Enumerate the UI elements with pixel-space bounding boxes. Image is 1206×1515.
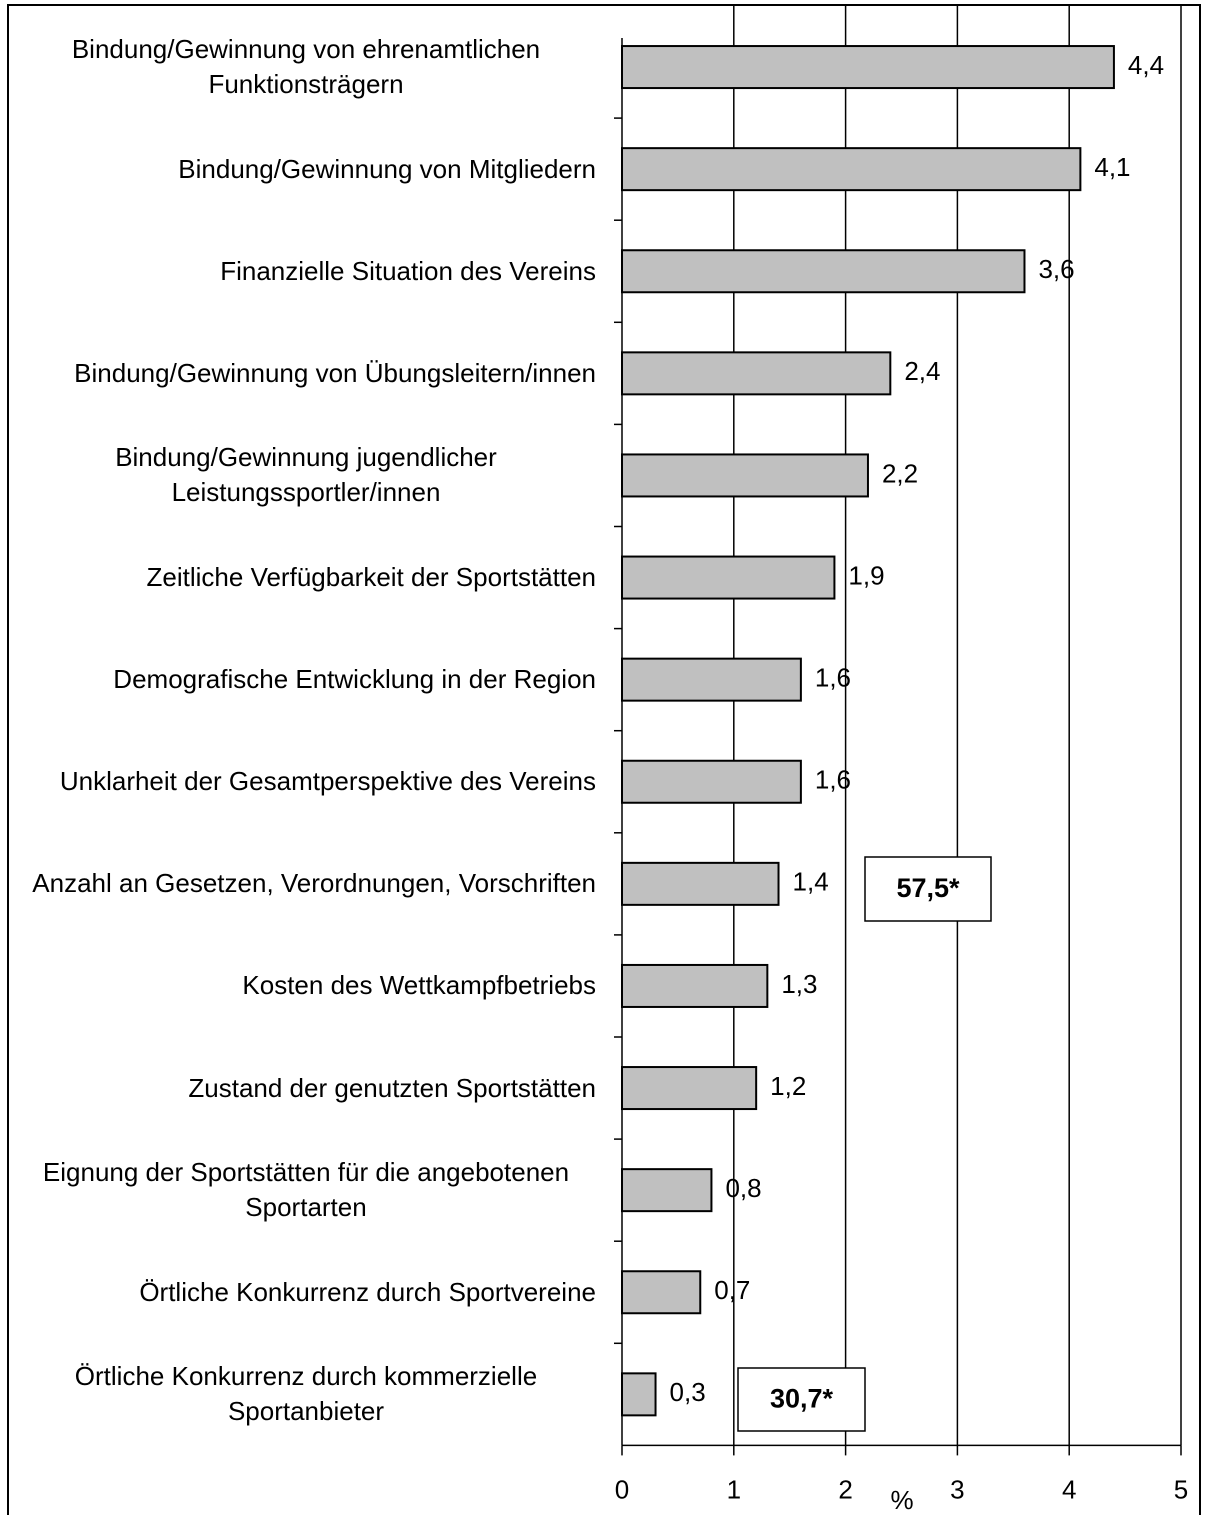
category-label: Kosten des Wettkampfbetriebs bbox=[0, 936, 596, 1036]
x-tick-label: 2 bbox=[838, 1474, 852, 1504]
data-label: 0,3 bbox=[670, 1377, 706, 1407]
category-label: Örtliche Konkurrenz durch kommerzielle S… bbox=[0, 1344, 596, 1444]
x-tick-label: 0 bbox=[615, 1474, 629, 1504]
category-text: Finanzielle Situation des Vereins bbox=[220, 255, 596, 286]
data-label: 0,8 bbox=[725, 1173, 761, 1203]
data-label: 1,4 bbox=[793, 867, 829, 897]
annotation: 30,7* bbox=[770, 1384, 834, 1414]
data-label: 1,6 bbox=[815, 663, 851, 693]
bar bbox=[621, 45, 1115, 90]
data-label: 2,4 bbox=[904, 356, 940, 386]
annotation-box bbox=[737, 1367, 866, 1432]
bar bbox=[621, 1270, 702, 1315]
data-label: 4,1 bbox=[1094, 152, 1130, 182]
bar bbox=[621, 147, 1082, 192]
category-text: Bindung/Gewinnung von ehrenamtlichen Fun… bbox=[71, 34, 541, 100]
category-label: Anzahl an Gesetzen, Verordnungen, Vorsch… bbox=[0, 834, 596, 934]
category-label: Zustand der genutzten Sportstätten bbox=[0, 1038, 596, 1138]
data-label: 4,4 bbox=[1128, 50, 1164, 80]
category-label: Bindung/Gewinnung von Übungsleitern/inne… bbox=[0, 323, 596, 423]
bar bbox=[621, 453, 869, 498]
bar bbox=[621, 1168, 713, 1213]
category-text: Demografische Entwicklung in der Region bbox=[113, 664, 596, 695]
bar bbox=[621, 1372, 657, 1417]
bar bbox=[621, 351, 892, 396]
category-text: Zustand der genutzten Sportstätten bbox=[188, 1072, 596, 1103]
annotation: 57,5* bbox=[896, 873, 960, 903]
category-label: Finanzielle Situation des Vereins bbox=[0, 221, 596, 321]
category-text: Örtliche Konkurrenz durch kommerzielle S… bbox=[74, 1361, 538, 1427]
data-label: 0,7 bbox=[714, 1275, 750, 1305]
x-tick-label: 1 bbox=[727, 1474, 741, 1504]
category-text: Anzahl an Gesetzen, Verordnungen, Vorsch… bbox=[32, 868, 596, 899]
category-text: Eignung der Sportstätten für die angebot… bbox=[42, 1157, 570, 1223]
x-tick-label: 4 bbox=[1062, 1474, 1076, 1504]
annotation-box bbox=[864, 856, 992, 922]
data-label: 2,2 bbox=[882, 458, 918, 488]
category-label: Zeitliche Verfügbarkeit der Sportstätten bbox=[0, 528, 596, 628]
bar bbox=[621, 759, 802, 804]
bar bbox=[621, 555, 836, 600]
category-label: Örtliche Konkurrenz durch Sportvereine bbox=[0, 1242, 596, 1342]
x-tick-label: 3 bbox=[950, 1474, 964, 1504]
category-text: Kosten des Wettkampfbetriebs bbox=[242, 970, 596, 1001]
bar bbox=[621, 657, 802, 702]
data-label: 3,6 bbox=[1038, 254, 1074, 284]
data-label: 1,9 bbox=[848, 560, 884, 590]
x-axis-label: % bbox=[890, 1485, 913, 1515]
bar bbox=[621, 861, 780, 906]
frame bbox=[7, 4, 1201, 1515]
bar bbox=[621, 963, 769, 1008]
data-label: 1,6 bbox=[815, 765, 851, 795]
bar bbox=[621, 1066, 758, 1111]
category-label: Eignung der Sportstätten für die angebot… bbox=[0, 1140, 596, 1240]
category-label: Unklarheit der Gesamtperspektive des Ver… bbox=[0, 732, 596, 832]
category-label: Bindung/Gewinnung von ehrenamtlichen Fun… bbox=[0, 17, 596, 117]
category-label: Bindung/Gewinnung von Mitgliedern bbox=[0, 119, 596, 219]
category-text: Bindung/Gewinnung von Mitgliedern bbox=[178, 153, 596, 184]
category-text: Zeitliche Verfügbarkeit der Sportstätten bbox=[146, 562, 596, 593]
data-label: 1,3 bbox=[781, 969, 817, 999]
category-text: Bindung/Gewinnung von Übungsleitern/inne… bbox=[74, 357, 596, 388]
bar bbox=[621, 249, 1026, 294]
category-label: Bindung/Gewinnung jugendlicher Leistungs… bbox=[0, 425, 596, 525]
data-label: 1,2 bbox=[770, 1071, 806, 1101]
category-text: Bindung/Gewinnung jugendlicher Leistungs… bbox=[115, 442, 497, 508]
category-label: Demografische Entwicklung in der Region bbox=[0, 630, 596, 730]
x-tick-label: 5 bbox=[1174, 1474, 1188, 1504]
category-text: Unklarheit der Gesamtperspektive des Ver… bbox=[59, 766, 596, 797]
category-text: Örtliche Konkurrenz durch Sportvereine bbox=[139, 1276, 596, 1307]
